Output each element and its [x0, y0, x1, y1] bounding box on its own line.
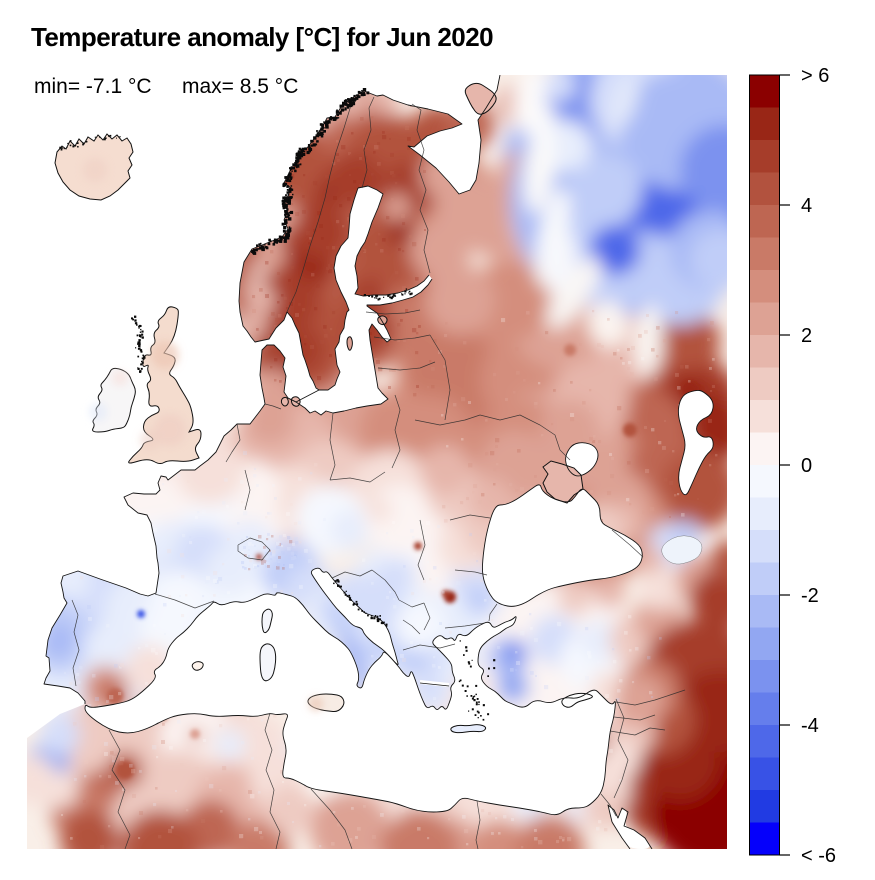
svg-text:4: 4: [801, 195, 812, 217]
svg-text:max= 8.5 °C: max= 8.5 °C: [182, 75, 298, 98]
svg-text:min= -7.1 °C: min= -7.1 °C: [34, 75, 152, 98]
svg-text:> 6: > 6: [801, 65, 829, 87]
svg-text:0: 0: [801, 455, 812, 477]
svg-text:-2: -2: [801, 585, 819, 607]
svg-text:2: 2: [801, 325, 812, 347]
svg-text:-4: -4: [801, 715, 819, 737]
svg-text:Temperature anomaly [°C] for J: Temperature anomaly [°C] for Jun 2020: [31, 22, 493, 52]
svg-text:< -6: < -6: [801, 845, 836, 867]
